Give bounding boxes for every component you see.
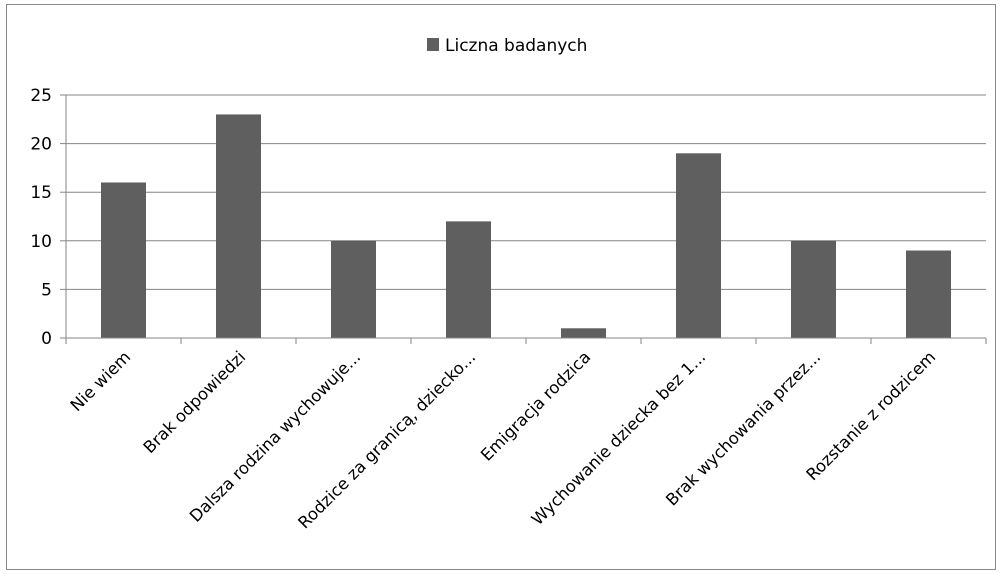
y-tick-label: 5 bbox=[41, 280, 52, 300]
y-tick-label: 0 bbox=[41, 329, 52, 349]
y-tick-label: 10 bbox=[30, 232, 52, 252]
y-tick-labels: 0 5 10 15 20 25 bbox=[30, 86, 52, 349]
x-tick-label: Rozstanie z rodzicem bbox=[802, 347, 939, 484]
x-tick-label: Brak odpowiedzi bbox=[140, 347, 250, 457]
legend: Liczna badanych bbox=[427, 36, 587, 56]
bars bbox=[101, 114, 951, 338]
bar bbox=[101, 182, 146, 338]
bar bbox=[791, 240, 836, 338]
bar bbox=[561, 328, 606, 338]
bar bbox=[906, 250, 951, 338]
x-tick-label: Emigracja rodzica bbox=[477, 347, 594, 464]
y-tick-label: 15 bbox=[30, 183, 52, 203]
axes bbox=[65, 95, 987, 344]
y-tick-label: 25 bbox=[30, 86, 52, 106]
bar bbox=[331, 240, 376, 338]
legend-swatch bbox=[427, 38, 439, 51]
bar bbox=[676, 153, 721, 338]
bar bbox=[446, 221, 491, 338]
legend-label: Liczna badanych bbox=[445, 36, 587, 56]
x-tick-label: Nie wiem bbox=[67, 347, 135, 415]
y-tick-label: 20 bbox=[30, 135, 52, 155]
bar bbox=[216, 114, 261, 338]
gridlines bbox=[60, 94, 986, 339]
